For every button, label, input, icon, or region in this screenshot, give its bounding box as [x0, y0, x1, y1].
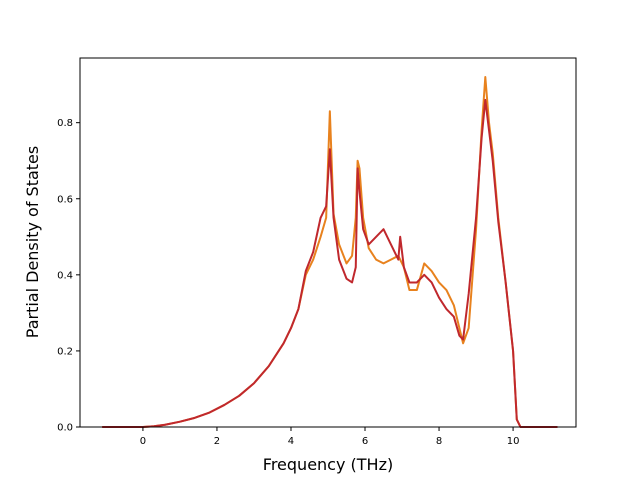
y-axis-ticks: 0.0 0.2 0.4 0.6 0.8 [57, 118, 80, 434]
x-axis-label: Frequency (THz) [263, 455, 393, 474]
x-tick-label: 6 [362, 436, 368, 447]
y-tick-label: 0.8 [57, 118, 73, 129]
y-tick-label: 0.2 [57, 346, 73, 357]
x-tick-label: 4 [288, 436, 294, 447]
y-tick-label: 0.4 [57, 270, 73, 281]
y-axis-label: Partial Density of States [23, 146, 42, 338]
y-tick-label: 0.6 [57, 194, 73, 205]
x-tick-label: 0 [140, 436, 146, 447]
x-tick-label: 8 [436, 436, 442, 447]
x-axis-ticks: 0 2 4 6 8 10 [140, 427, 520, 447]
x-tick-label: 10 [507, 436, 520, 447]
y-tick-label: 0.0 [57, 423, 73, 434]
series-line-2 [102, 98, 558, 428]
plot-frame [79, 57, 577, 428]
x-tick-label: 2 [214, 436, 220, 447]
series-layer [102, 76, 558, 428]
